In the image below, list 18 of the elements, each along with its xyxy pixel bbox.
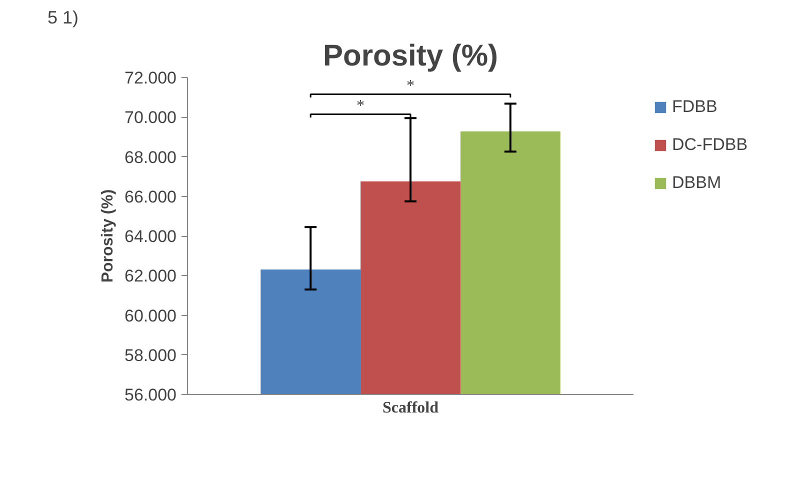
y-tick-label: 62.000 <box>124 266 177 286</box>
y-tick-label: 56.000 <box>124 386 177 404</box>
y-tick-label: 58.000 <box>124 346 177 365</box>
y-tick-label: 66.000 <box>124 187 177 206</box>
annotation: * <box>356 97 365 114</box>
y-tick-label: 72.000 <box>124 68 177 88</box>
legend-label: FDBB <box>672 97 718 117</box>
annotation: * <box>406 77 414 94</box>
y-tick-label: 60.000 <box>124 306 177 326</box>
y-axis-title: Porosity (%) <box>100 189 117 283</box>
legend-label: DBBM <box>672 173 722 193</box>
y-tick-label: 70.000 <box>124 108 177 128</box>
x-axis-title: Scaffold <box>382 400 439 416</box>
text: 5 1) <box>48 8 79 28</box>
legend-label: DC-FDBB <box>672 135 748 155</box>
chart-title: Porosity (%) <box>322 40 498 72</box>
y-tick-label: 64.000 <box>124 227 177 246</box>
y-tick-label: 68.000 <box>124 148 177 167</box>
